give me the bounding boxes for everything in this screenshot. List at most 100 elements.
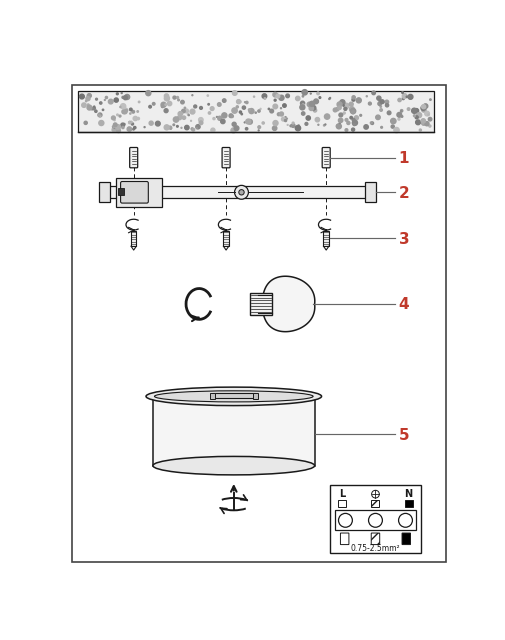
Circle shape xyxy=(274,99,276,101)
Circle shape xyxy=(286,118,287,119)
Circle shape xyxy=(124,124,125,125)
Circle shape xyxy=(137,111,138,112)
Circle shape xyxy=(430,99,431,100)
Circle shape xyxy=(425,111,429,116)
Circle shape xyxy=(165,104,167,106)
Circle shape xyxy=(121,104,126,109)
Circle shape xyxy=(122,126,124,129)
Bar xyxy=(250,293,272,315)
Circle shape xyxy=(79,94,84,99)
Circle shape xyxy=(246,119,250,124)
Circle shape xyxy=(336,108,339,111)
Circle shape xyxy=(349,107,354,111)
Circle shape xyxy=(264,98,266,99)
Circle shape xyxy=(422,108,426,112)
Circle shape xyxy=(280,108,281,109)
Circle shape xyxy=(232,122,236,126)
Circle shape xyxy=(116,93,118,95)
Circle shape xyxy=(138,101,140,102)
Circle shape xyxy=(381,127,382,128)
Circle shape xyxy=(239,189,244,195)
Circle shape xyxy=(161,102,166,108)
Ellipse shape xyxy=(153,456,315,475)
Bar xyxy=(213,392,256,398)
Circle shape xyxy=(181,100,184,104)
Circle shape xyxy=(95,99,97,100)
Bar xyxy=(99,182,110,202)
Circle shape xyxy=(98,114,100,116)
Circle shape xyxy=(168,101,172,106)
FancyBboxPatch shape xyxy=(130,147,138,168)
Circle shape xyxy=(92,107,95,110)
Circle shape xyxy=(262,94,267,99)
Circle shape xyxy=(258,130,259,131)
Circle shape xyxy=(129,122,130,123)
Circle shape xyxy=(380,109,382,111)
Bar xyxy=(118,188,124,195)
Circle shape xyxy=(270,109,274,113)
Circle shape xyxy=(324,114,330,119)
Bar xyxy=(116,178,162,207)
Circle shape xyxy=(408,108,410,110)
Circle shape xyxy=(285,116,286,118)
Circle shape xyxy=(133,129,134,130)
Circle shape xyxy=(336,124,341,129)
Circle shape xyxy=(414,109,419,113)
Circle shape xyxy=(234,126,239,131)
Circle shape xyxy=(99,120,104,125)
Circle shape xyxy=(173,117,179,122)
Circle shape xyxy=(239,101,241,102)
Bar xyxy=(405,500,413,508)
Circle shape xyxy=(117,129,121,132)
Circle shape xyxy=(345,118,348,122)
Circle shape xyxy=(340,100,345,105)
Circle shape xyxy=(244,122,245,123)
Circle shape xyxy=(419,129,421,131)
Text: 4: 4 xyxy=(398,297,409,312)
Circle shape xyxy=(315,118,320,122)
Circle shape xyxy=(352,98,355,101)
Circle shape xyxy=(86,97,90,100)
Bar xyxy=(338,500,346,508)
Bar xyxy=(223,231,229,246)
FancyBboxPatch shape xyxy=(322,147,330,168)
Circle shape xyxy=(344,103,349,108)
FancyBboxPatch shape xyxy=(340,533,349,545)
Circle shape xyxy=(412,108,417,113)
Circle shape xyxy=(113,126,114,127)
FancyBboxPatch shape xyxy=(222,147,230,168)
Circle shape xyxy=(319,97,321,99)
Circle shape xyxy=(416,120,421,125)
Circle shape xyxy=(149,106,152,108)
Circle shape xyxy=(415,116,418,119)
Circle shape xyxy=(306,116,311,120)
Circle shape xyxy=(385,104,389,107)
Circle shape xyxy=(351,111,355,114)
Circle shape xyxy=(401,116,403,117)
Circle shape xyxy=(218,102,221,106)
Circle shape xyxy=(314,99,319,104)
Circle shape xyxy=(360,115,362,116)
Circle shape xyxy=(387,111,391,115)
Circle shape xyxy=(164,109,168,113)
Circle shape xyxy=(245,127,248,130)
Circle shape xyxy=(351,128,355,131)
Text: 3: 3 xyxy=(398,232,409,247)
Circle shape xyxy=(305,122,308,125)
Bar xyxy=(324,231,329,246)
Circle shape xyxy=(120,106,121,108)
Bar xyxy=(78,91,434,132)
Circle shape xyxy=(125,108,127,111)
Circle shape xyxy=(178,116,182,120)
Circle shape xyxy=(339,122,340,124)
Circle shape xyxy=(279,95,284,100)
Bar xyxy=(253,393,258,399)
Circle shape xyxy=(246,101,248,104)
Circle shape xyxy=(149,121,153,125)
Circle shape xyxy=(428,117,432,121)
Circle shape xyxy=(188,115,189,116)
Bar xyxy=(371,500,379,508)
Circle shape xyxy=(380,106,381,108)
Circle shape xyxy=(281,117,285,121)
Circle shape xyxy=(113,125,116,128)
